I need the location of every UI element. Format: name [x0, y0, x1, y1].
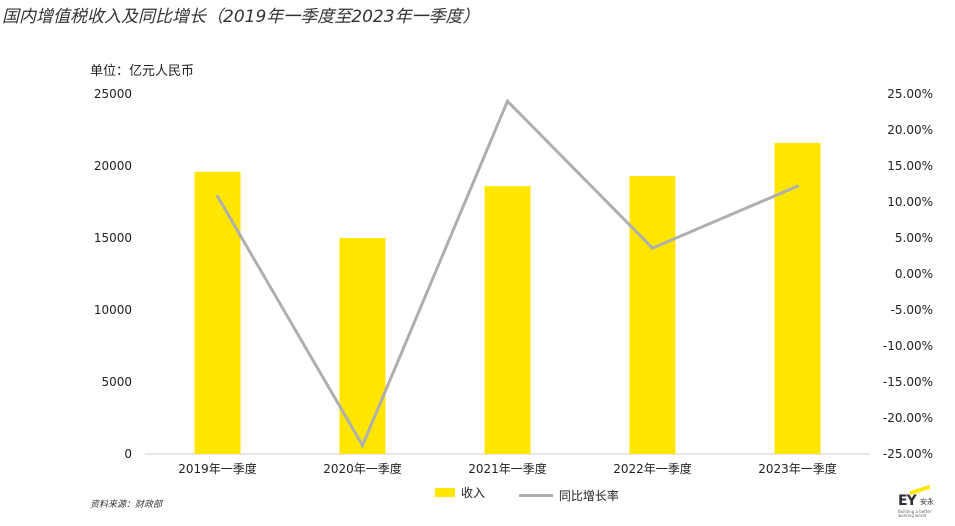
line-point-growth [796, 184, 799, 188]
chart-title: 国内增值税收入及同比增长（2019年一季度至2023年一季度） [2, 7, 480, 27]
x-tick-label: 2023年一季度 [758, 461, 837, 476]
legend-item-growth: 同比增长率 [518, 487, 619, 504]
y-right-tick-label: -25.00% [883, 447, 933, 461]
line-point-growth [651, 246, 654, 250]
y-left-tick-label: 25000 [94, 87, 132, 101]
line-point-growth [216, 194, 219, 198]
legend-item-revenue: 收入 [435, 484, 485, 501]
y-left-tick-label: 20000 [94, 159, 132, 173]
line-point-growth [361, 443, 364, 447]
x-tick-label: 2020年一季度 [323, 461, 402, 476]
line-point-growth [506, 99, 509, 103]
y-left-tick-label: 10000 [94, 303, 132, 317]
y-right-tick-label: 15.00% [887, 159, 933, 173]
legend-swatch-revenue [435, 488, 455, 497]
y-left-tick-label: 5000 [101, 375, 132, 389]
x-tick-label: 2022年一季度 [613, 461, 692, 476]
ey-logo-tagline: Building a better working world [898, 509, 932, 518]
y-right-tick-label: 5.00% [895, 231, 933, 245]
ey-logo-text: EY [898, 493, 917, 509]
y-right-tick-label: -5.00% [891, 303, 933, 317]
ey-logo-cn: 安永 [920, 498, 934, 506]
x-tick-label: 2019年一季度 [178, 461, 257, 476]
y-right-tick-label: 10.00% [887, 195, 933, 209]
legend-label-growth: 同比增长率 [558, 489, 619, 503]
bar-revenue [629, 176, 676, 454]
legend: 收入 同比增长率 [435, 484, 649, 504]
y-left-tick-label: 15000 [94, 231, 132, 245]
bar-revenue [194, 171, 241, 454]
x-tick-label: 2021年一季度 [468, 461, 547, 476]
bar-revenue [484, 186, 531, 454]
legend-swatch-growth [518, 494, 553, 497]
y-right-tick-label: 25.00% [887, 87, 933, 101]
source-note: 资料来源：财政部 [90, 500, 163, 510]
unit-label: 单位：亿元人民币 [90, 64, 195, 79]
bar-revenue [339, 238, 386, 454]
y-right-tick-label: 0.00% [895, 267, 933, 281]
y-right-tick-label: -20.00% [883, 411, 933, 425]
y-right-tick-label: -15.00% [883, 375, 933, 389]
y-right-tick-label: 20.00% [887, 123, 933, 137]
y-right-tick-label: -10.00% [883, 339, 933, 353]
y-left-tick-label: 0 [124, 447, 132, 461]
ey-logo: EY 安永 Building a better working world [898, 484, 938, 518]
bar-revenue [774, 142, 821, 454]
legend-label-revenue: 收入 [461, 486, 486, 500]
